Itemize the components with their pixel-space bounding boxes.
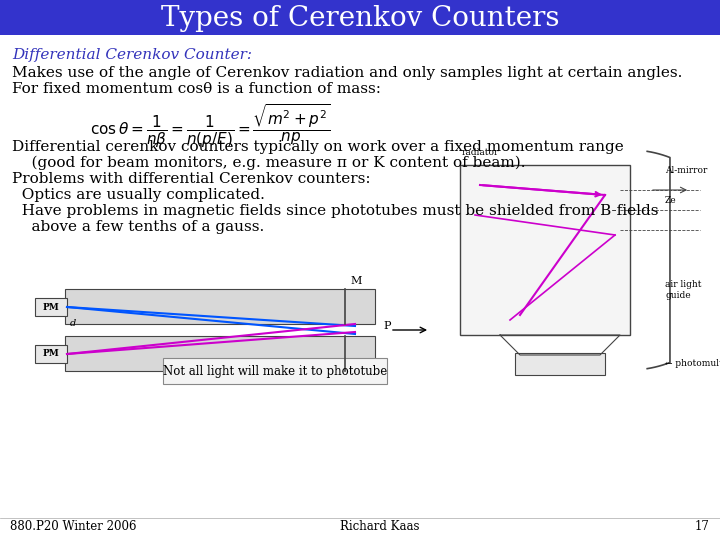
Text: Richard Kaas: Richard Kaas	[341, 519, 420, 532]
Text: radiator: radiator	[462, 148, 500, 157]
Bar	[35, 298, 67, 316]
Bar	[515, 353, 605, 375]
Text: Have problems in magnetic fields since phototubes must be shielded from B-fields: Have problems in magnetic fields since p…	[12, 204, 659, 218]
Text: Optics are usually complicated.: Optics are usually complicated.	[12, 188, 265, 202]
Bar	[460, 165, 630, 335]
Text: ← photomultiplier: ← photomultiplier	[665, 359, 720, 368]
Bar	[65, 289, 375, 324]
Text: M: M	[350, 276, 361, 286]
Text: $\cos\theta = \dfrac{1}{n\beta} = \dfrac{1}{n(p/E)} = \dfrac{\sqrt{m^2+p^2}}{np}: $\cos\theta = \dfrac{1}{n\beta} = \dfrac…	[90, 102, 330, 150]
Text: For fixed momentum cosθ is a function of mass:: For fixed momentum cosθ is a function of…	[12, 82, 381, 96]
Bar	[0, 0, 720, 35]
Bar	[65, 336, 375, 371]
Text: P: P	[383, 321, 390, 331]
Text: air light
guide: air light guide	[665, 280, 701, 300]
Text: d: d	[70, 319, 76, 328]
Text: above a few tenths of a gauss.: above a few tenths of a gauss.	[12, 220, 264, 234]
Text: Makes use of the angle of Cerenkov radiation and only samples light at certain a: Makes use of the angle of Cerenkov radia…	[12, 66, 683, 80]
FancyBboxPatch shape	[163, 358, 387, 384]
Text: Types of Cerenkov Counters: Types of Cerenkov Counters	[161, 4, 559, 31]
Bar	[35, 345, 67, 363]
Text: Not all light will make it to phototube: Not all light will make it to phototube	[163, 364, 387, 377]
Text: Differential cerenkov counters typically on work over a fixed momentum range: Differential cerenkov counters typically…	[12, 140, 624, 154]
Text: Al-mirror: Al-mirror	[665, 166, 707, 175]
Text: PM: PM	[42, 349, 59, 359]
Text: 17: 17	[695, 519, 710, 532]
Text: (good for beam monitors, e.g. measure π or K content of beam).: (good for beam monitors, e.g. measure π …	[12, 156, 526, 171]
Text: 880.P20 Winter 2006: 880.P20 Winter 2006	[10, 519, 137, 532]
Text: Differential Cerenkov Counter:: Differential Cerenkov Counter:	[12, 48, 252, 62]
Text: PM: PM	[42, 302, 59, 312]
Text: Problems with differential Cerenkov counters:: Problems with differential Cerenkov coun…	[12, 172, 371, 186]
Text: Ze: Ze	[665, 196, 677, 205]
